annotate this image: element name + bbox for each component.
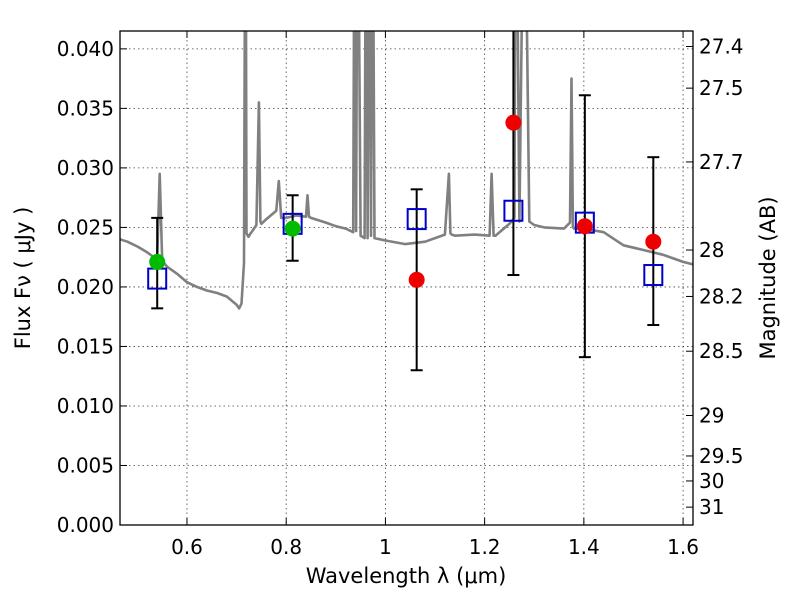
y-axis-title: Flux Fν ( μJy ) [11,207,35,350]
model-flux-square [406,208,427,231]
right-tick-label: 27.7 [699,150,744,174]
y-tick-label: 0.030 [57,156,114,180]
x-axis-title: Wavelength λ (μm) [306,564,507,588]
y-tick-label: 0.020 [57,275,114,299]
y-tick-label: 0.025 [57,215,114,239]
right-tick-label: 29 [699,403,724,427]
right-tick-label: 27.4 [699,34,744,58]
y-tick-label: 0.005 [57,453,114,477]
y-tick-label: 0.040 [57,37,114,61]
observed-flux-point [284,220,301,237]
plot-frame [119,30,694,526]
model-flux-square [643,264,664,287]
x-tick-label: 1.4 [568,535,600,559]
right-tick-label: 28 [699,238,724,262]
spectrum-layer [120,31,693,310]
right-tick-label: 31 [699,495,724,519]
model-flux-square [503,199,524,222]
right-tick-label: 30 [699,469,724,493]
grid-layer [120,31,693,526]
right-tick-label: 29.5 [699,444,744,468]
y-tick-label: 0.000 [57,513,114,537]
x-tick-label: 0.8 [270,535,302,559]
y-tick-label: 0.015 [57,334,114,358]
right-tick-label: 28.5 [699,339,744,363]
x-axis: 0.6 0.8 1 1.2 1.4 1.6 [171,31,699,559]
observed-flux-point [576,218,593,235]
spectrum-line [120,31,693,310]
observed-flux-point [505,114,522,131]
x-tick-label: 1.6 [667,535,699,559]
right-tick-label: 27.5 [699,76,744,100]
x-tick-label: 1.2 [469,535,501,559]
x-tick-label: 0.6 [171,535,203,559]
errorbar-layer [151,31,660,372]
observed-flux-point [645,233,662,250]
marker-layer [147,114,664,290]
right-tick-label: 28.2 [699,284,744,308]
y-tick-label: 0.035 [57,96,114,120]
y-tick-label: 0.010 [57,394,114,418]
observed-flux-point [408,271,425,288]
right-axis-title: Magnitude (AB) [756,196,780,359]
x-tick-label: 1 [379,535,392,559]
observed-flux-point [149,253,166,270]
y-axis: 0.000 0.005 0.010 0.015 0.020 0.025 0.030 0.035… [57,37,127,537]
